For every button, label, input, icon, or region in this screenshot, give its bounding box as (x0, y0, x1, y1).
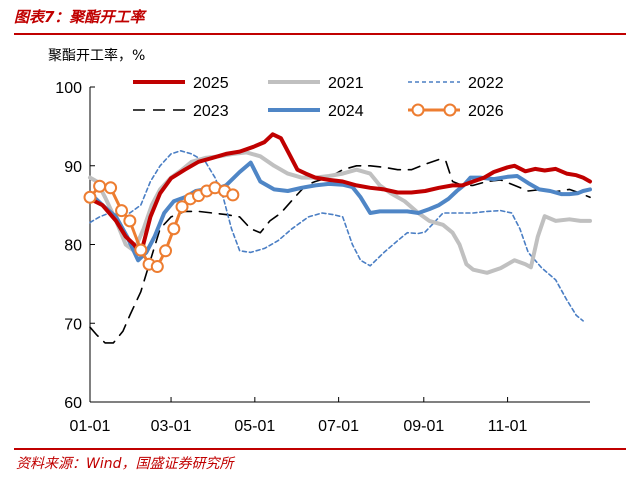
x-tick-label: 05-01 (234, 418, 275, 435)
x-tick-label: 09-01 (403, 418, 444, 435)
data-point-2026 (123, 214, 137, 228)
legend-marker-2026 (411, 103, 425, 117)
title-rule (14, 33, 626, 35)
data-point-2026 (104, 181, 118, 195)
legend-label-2021: 2021 (328, 75, 364, 92)
series-line-2024 (88, 160, 592, 263)
y-tick-label: 80 (64, 238, 82, 255)
legend-label-2024: 2024 (328, 103, 364, 120)
data-point-2026 (83, 190, 97, 204)
x-tick-label: 07-01 (318, 418, 359, 435)
source-note: 资料来源：Wind，国盛证券研究所 (16, 456, 234, 472)
data-point-2026 (115, 204, 129, 218)
figure-title: 图表7：聚酯开工率 (14, 8, 145, 26)
x-tick-label: 11-01 (488, 418, 528, 435)
y-axis-label: 聚酯开工率，% (48, 47, 145, 64)
series-lines (83, 132, 592, 344)
y-tick-label: 70 (64, 316, 82, 333)
data-point-2026 (226, 188, 240, 202)
y-tick-label: 100 (55, 80, 82, 97)
ticks: 60 70 80 90 100 01-01 03-01 05-01 07-01 09-01 11-0… (55, 80, 527, 435)
x-tick-label: 03-01 (151, 418, 192, 435)
legend-label-2022: 2022 (468, 75, 504, 92)
legend-label-2025: 2025 (193, 75, 229, 92)
legend-label-2023: 2023 (193, 103, 229, 120)
data-point-2026 (175, 200, 189, 214)
series-line-2025 (88, 132, 592, 256)
series-line-2022 (89, 150, 584, 322)
source-rule (14, 448, 626, 450)
legend-marker-2026 (443, 103, 457, 117)
data-point-2026 (134, 243, 148, 257)
y-tick-label: 60 (64, 395, 82, 412)
y-tick-label: 90 (64, 159, 82, 176)
data-point-2026 (159, 244, 173, 258)
legend-label-2026: 2026 (468, 103, 504, 120)
data-point-2026 (93, 179, 107, 193)
data-point-2026 (167, 222, 181, 236)
x-tick-label: 01-01 (70, 418, 111, 435)
data-point-2026 (150, 260, 164, 274)
series-line-2021 (88, 150, 592, 275)
legend: 2021 2022 2023 2024 2025 2026 (133, 75, 504, 120)
